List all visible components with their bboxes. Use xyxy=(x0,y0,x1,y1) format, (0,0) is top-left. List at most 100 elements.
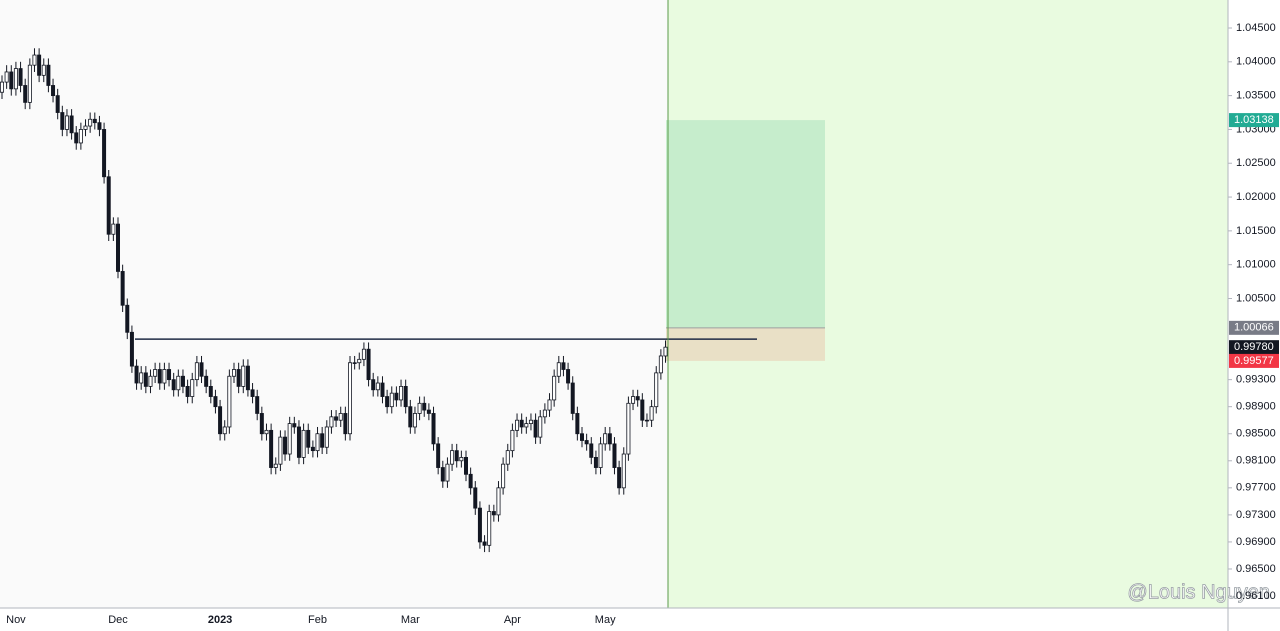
candle-body xyxy=(542,409,547,418)
candle-body xyxy=(111,223,116,235)
candle-body xyxy=(51,85,56,97)
candle-body xyxy=(162,369,167,384)
y-tick-label: 0.98500 xyxy=(1236,428,1276,440)
price-tag-box xyxy=(1229,320,1279,335)
candle-body xyxy=(185,385,190,397)
candle-body xyxy=(547,399,552,411)
candle-body xyxy=(603,433,608,445)
marks xyxy=(0,48,825,553)
candle-body xyxy=(454,450,459,462)
candle-body xyxy=(496,487,501,516)
candle-body xyxy=(204,375,209,387)
candle-body xyxy=(120,271,125,306)
candle-body xyxy=(231,369,236,377)
candle-body xyxy=(501,463,506,489)
candle-body xyxy=(644,419,649,422)
profit-zone xyxy=(666,120,825,328)
candle-body xyxy=(23,85,28,103)
y-tick-label: 1.01500 xyxy=(1236,225,1276,237)
candle-body xyxy=(13,68,18,90)
candle-body xyxy=(171,379,176,391)
candle-body xyxy=(194,362,199,381)
candle-body xyxy=(515,419,520,431)
candle-body xyxy=(417,402,422,414)
candle-body xyxy=(561,362,566,370)
candle-body xyxy=(528,419,533,424)
candle-body xyxy=(250,389,255,397)
candle-body xyxy=(631,396,636,404)
candle-body xyxy=(621,453,626,489)
candle-body xyxy=(310,446,315,452)
candle-body xyxy=(88,118,93,127)
candle-body xyxy=(64,115,69,130)
y-tick-label: 1.04500 xyxy=(1236,22,1276,34)
y-tick-label: 0.99300 xyxy=(1236,374,1276,386)
candle-body xyxy=(491,511,496,516)
y-tick-label: 1.02500 xyxy=(1236,157,1276,169)
candle-body xyxy=(320,433,325,448)
candle-body xyxy=(255,396,260,414)
candle-body xyxy=(292,423,297,428)
candle-body xyxy=(55,95,60,113)
price-tag: 0.99780 xyxy=(1229,340,1279,355)
candle-body xyxy=(598,443,603,468)
candle-body xyxy=(580,433,585,441)
candle-body xyxy=(37,54,42,76)
x-tick-label: Dec xyxy=(108,614,128,626)
price-tag-label: 0.99780 xyxy=(1234,341,1274,353)
candle-body xyxy=(180,375,185,387)
x-tick-label: Feb xyxy=(308,614,327,626)
candle-body xyxy=(32,54,37,66)
candle-body xyxy=(589,443,594,458)
price-tag-label: 1.03138 xyxy=(1234,114,1274,126)
candle-body xyxy=(552,375,557,401)
y-tick-label: 1.02000 xyxy=(1236,191,1276,203)
candle-body xyxy=(338,413,343,421)
candle-body xyxy=(436,443,441,468)
candle-body xyxy=(106,176,111,235)
candle-body xyxy=(482,541,487,546)
candle-body xyxy=(533,419,538,438)
candle-body xyxy=(380,382,385,397)
x-tick-label: 2023 xyxy=(208,614,232,626)
candle-body xyxy=(626,402,631,455)
candle-body xyxy=(97,122,102,130)
x-tick-label: Nov xyxy=(6,614,26,626)
candle-body xyxy=(412,413,417,428)
candle-body xyxy=(366,348,371,381)
candle-body xyxy=(78,129,83,144)
candle-body xyxy=(9,71,14,90)
candle-body xyxy=(153,369,158,377)
x-tick-label: May xyxy=(595,614,616,626)
candle-body xyxy=(426,409,431,414)
candle-body xyxy=(399,385,404,401)
candle-body xyxy=(389,392,394,408)
y-tick-label: 0.96900 xyxy=(1236,536,1276,548)
candle-body xyxy=(27,64,32,103)
candle-body xyxy=(635,396,640,401)
candle-body xyxy=(74,132,79,144)
candle-body xyxy=(301,429,306,458)
candle-body xyxy=(422,402,427,411)
candle-body xyxy=(218,406,223,435)
candle-body xyxy=(259,413,264,435)
candle-body xyxy=(385,396,390,408)
candle-body xyxy=(245,365,250,391)
candle-body xyxy=(477,507,482,543)
candle-body xyxy=(329,416,334,428)
candle-body xyxy=(607,433,612,445)
candle-body xyxy=(450,450,455,465)
candle-body xyxy=(440,467,445,482)
candle-body xyxy=(575,413,580,435)
candle-body xyxy=(0,81,4,93)
candle-body xyxy=(199,362,204,377)
candle-body xyxy=(505,450,510,465)
candle-body xyxy=(18,68,23,86)
candle-body xyxy=(357,358,362,364)
candle-body xyxy=(468,473,473,489)
candle-body xyxy=(129,331,134,367)
candle-body xyxy=(190,379,195,397)
price-tag: 0.99577 xyxy=(1229,353,1279,368)
candle-body xyxy=(222,426,227,435)
